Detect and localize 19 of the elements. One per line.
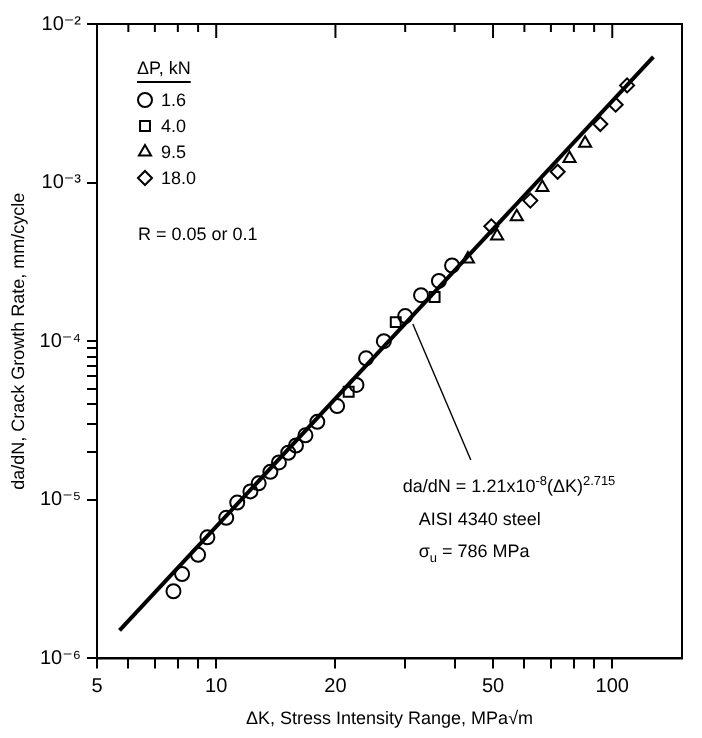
y-tick-label: 10⁻² xyxy=(41,13,83,36)
y-axis-title: da/dN, Crack Growth Rate, mm/cycle xyxy=(7,192,28,490)
legend-title: ΔP, kN xyxy=(137,58,191,78)
y-tick-label: 10⁻⁵ xyxy=(39,489,81,512)
y-tick-label: 10⁻⁶ xyxy=(39,647,81,670)
y-tick-label: 10⁻³ xyxy=(41,172,83,195)
annotation: AISI 4340 steel xyxy=(418,509,541,530)
x-tick-label: 50 xyxy=(481,675,506,698)
x-tick-label: 100 xyxy=(595,675,630,698)
y-tick-label: 10⁻⁴ xyxy=(39,330,81,353)
legend-label: 1.6 xyxy=(161,90,187,110)
legend-label: 9.5 xyxy=(161,142,187,162)
x-tick-label: 5 xyxy=(91,675,104,698)
legend-label: 4.0 xyxy=(161,116,187,136)
x-tick-label: 10 xyxy=(205,675,229,698)
x-axis-title: ΔK, Stress Intensity Range, MPa√m xyxy=(245,708,534,729)
x-tick-label: 20 xyxy=(324,675,348,698)
legend-label: 18.0 xyxy=(161,168,197,188)
annotation: R = 0.05 or 0.1 xyxy=(137,223,258,244)
